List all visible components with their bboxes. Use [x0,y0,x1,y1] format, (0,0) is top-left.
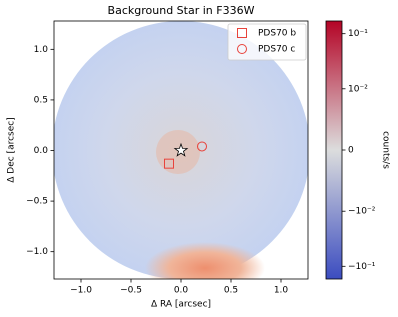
chart-title: Background Star in F336W [108,4,255,17]
x-tick-label: −1.0 [70,286,92,296]
legend-label: PDS70 b [258,29,296,39]
x-tick-label: 0.0 [174,286,189,296]
colorbar-label: counts/s [381,131,391,169]
x-axis-label: Δ RA [arcsec] [151,300,211,310]
colorbar-tick-label: −10⁻¹ [348,262,376,272]
y-tick-label: 0.0 [34,146,49,156]
star-marker [173,142,189,157]
x-tick-label: 0.5 [224,286,238,296]
y-axis-label: Δ Dec [arcsec] [7,117,17,182]
y-tick-label: 0.5 [34,95,48,105]
x-tick-label: −0.5 [120,286,142,296]
image [54,21,308,279]
planet-marker [197,141,207,152]
colorbar [325,20,343,280]
colorbar-tick-label: −10⁻² [348,207,376,217]
legend-symbol [237,28,247,38]
colorbar-tick-label: 0 [348,146,354,156]
colorbar-tick-label: 10⁻² [348,84,368,94]
x-tick-label: 1.0 [274,286,289,296]
legend-box [227,23,307,61]
y-tick-label: −0.5 [26,197,48,207]
colorbar-tick-label: 10⁻¹ [348,29,368,39]
legend-label: PDS70 c [258,45,295,55]
y-tick-label: −1.0 [26,247,48,257]
legend-symbol [237,44,247,54]
planet-marker [164,158,174,169]
y-tick-label: 1.0 [34,45,49,55]
